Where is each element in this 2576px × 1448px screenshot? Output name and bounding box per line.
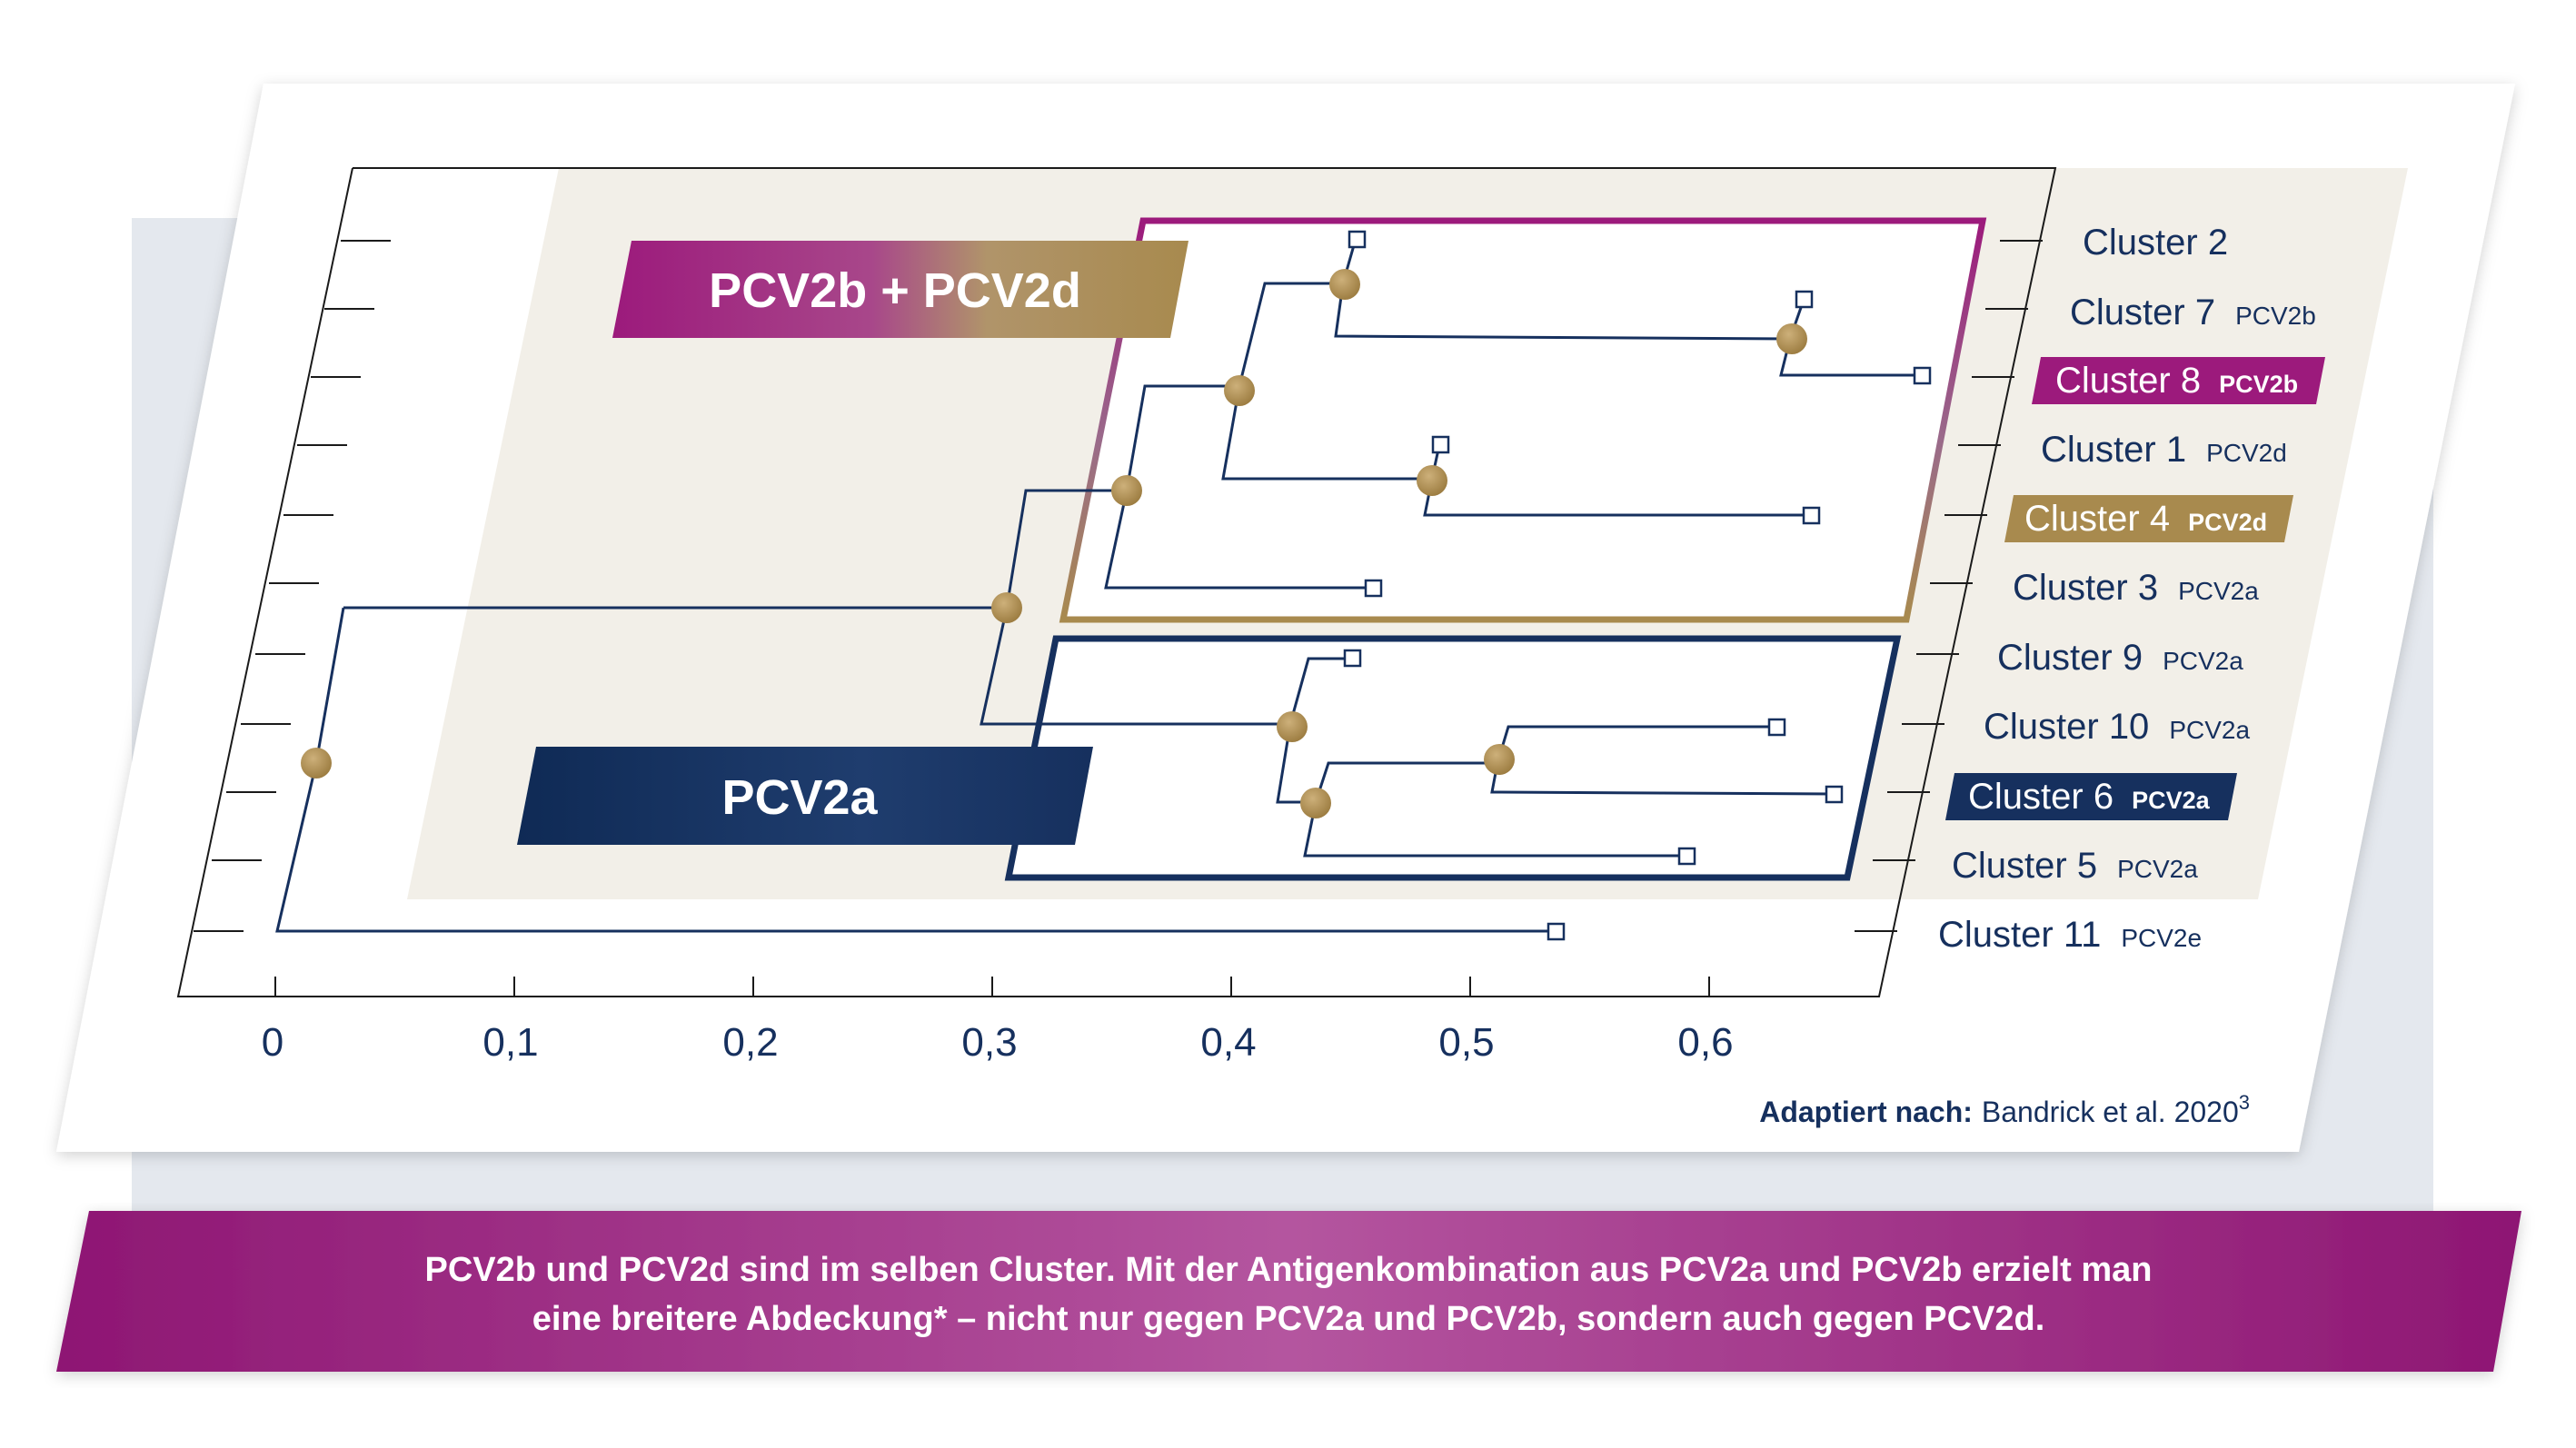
cluster-label-highlighted: Cluster 8 PCV2b bbox=[2032, 357, 2325, 404]
cluster-name: Cluster 3 bbox=[2013, 568, 2158, 608]
left-ticks bbox=[194, 240, 391, 932]
cluster-name: Cluster 11 bbox=[1938, 915, 2101, 955]
cluster-genotype: PCV2d bbox=[2206, 439, 2287, 467]
cluster-name: Cluster 6 bbox=[1968, 777, 2114, 817]
group-label-pcv2a: PCV2a bbox=[517, 747, 1093, 845]
cluster-name: Cluster 1 bbox=[2041, 430, 2186, 470]
group-label-pcv2b-pcv2d: PCV2b + PCV2d bbox=[612, 241, 1189, 338]
cluster-label: Cluster 10 PCV2a bbox=[1984, 707, 2250, 747]
cluster-label: Cluster 3 PCV2a bbox=[2013, 568, 2259, 608]
source-citation: Adaptiert nach: Bandrick et al. 20203 bbox=[1759, 1091, 2250, 1128]
cluster-label: Cluster 11 PCV2e bbox=[1938, 915, 2202, 955]
tick-label: 0,3 bbox=[961, 1020, 1017, 1065]
cluster-label: Cluster 1 PCV2d bbox=[2041, 430, 2287, 470]
cluster-name: Cluster 10 bbox=[1984, 707, 2149, 747]
cluster-genotype: PCV2a bbox=[2163, 647, 2243, 675]
cluster-genotype: PCV2a bbox=[2132, 787, 2211, 814]
cluster-genotype: PCV2b bbox=[2219, 371, 2298, 398]
group-label-text: PCV2b + PCV2d bbox=[709, 263, 1081, 318]
leaf-squares bbox=[1343, 230, 1932, 941]
tree-nodes bbox=[301, 269, 1807, 818]
cluster-name: Cluster 8 bbox=[2055, 361, 2201, 401]
group-frame-pcv2a bbox=[1004, 635, 1902, 881]
caption-line-2: eine breitere Abdeckung* – nicht nur geg… bbox=[532, 1300, 2045, 1338]
tick-label: 0,5 bbox=[1438, 1020, 1494, 1065]
cluster-genotype: PCV2d bbox=[2188, 509, 2267, 536]
cluster-genotype: PCV2a bbox=[2117, 855, 2198, 883]
source-sup: 3 bbox=[2239, 1091, 2250, 1114]
cluster-labels: Cluster 2 Cluster 7 PCV2b Cluster 8 PCV2b … bbox=[1938, 223, 2325, 955]
group-label-text: PCV2a bbox=[721, 770, 878, 825]
source-text: Bandrick et al. 2020 bbox=[1982, 1096, 2239, 1128]
tick-label: 0 bbox=[262, 1020, 283, 1065]
axis-frame bbox=[176, 167, 2057, 997]
cluster-genotype: PCV2a bbox=[2169, 716, 2250, 744]
cluster-genotype: PCV2a bbox=[2178, 577, 2259, 605]
svg-text:Cluster 2: Cluster 2 bbox=[2083, 223, 2228, 263]
right-ticks bbox=[1855, 240, 2043, 932]
caption-line-1: PCV2b und PCV2d sind im selben Cluster. … bbox=[424, 1251, 2152, 1289]
group-frame-pcv2b-pcv2d bbox=[1059, 217, 1987, 623]
cluster-name: Cluster 5 bbox=[1952, 846, 2097, 886]
tick-label: 0,1 bbox=[482, 1020, 538, 1065]
bottom-ticks bbox=[274, 977, 1710, 997]
source-prefix: Adaptiert nach: bbox=[1759, 1096, 1973, 1128]
cluster-name: Cluster 9 bbox=[1997, 638, 2143, 678]
caption-banner: PCV2b und PCV2d sind im selben Cluster. … bbox=[56, 1211, 2521, 1372]
cluster-label-highlighted: Cluster 4 PCV2d bbox=[2004, 495, 2293, 542]
cluster-label: Cluster 7 PCV2b bbox=[2070, 293, 2316, 332]
axis-tick-labels: 0 0,1 0,2 0,3 0,4 0,5 0,6 bbox=[262, 1020, 1734, 1065]
tick-label: 0,4 bbox=[1200, 1020, 1256, 1065]
cluster-label: Cluster 9 PCV2a bbox=[1997, 638, 2243, 678]
cluster-name: Cluster 7 bbox=[2070, 293, 2215, 332]
cluster-label: Cluster 2 bbox=[2083, 223, 2228, 263]
cluster-name: Cluster 2 bbox=[2083, 223, 2228, 263]
cluster-name: Cluster 4 bbox=[2024, 499, 2170, 539]
cluster-label-highlighted: Cluster 6 PCV2a bbox=[1945, 773, 2237, 820]
cluster-label: Cluster 5 PCV2a bbox=[1952, 846, 2198, 886]
tick-label: 0,2 bbox=[722, 1020, 778, 1065]
tick-label: 0,6 bbox=[1677, 1020, 1733, 1065]
cluster-genotype: PCV2b bbox=[2235, 302, 2316, 330]
cluster-genotype: PCV2e bbox=[2121, 924, 2202, 952]
